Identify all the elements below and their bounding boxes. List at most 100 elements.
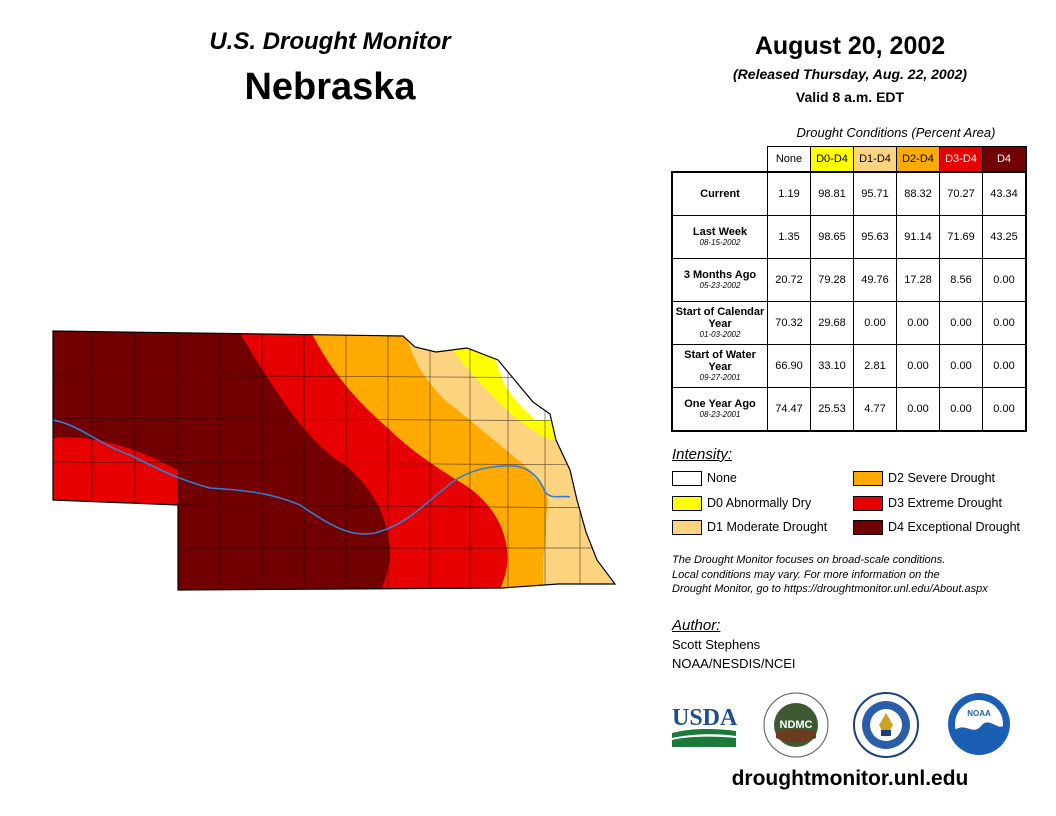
disclaimer-line: Drought Monitor, go to https://droughtmo… (672, 583, 988, 595)
table-cell: 1.35 (767, 215, 811, 259)
legend-item-d1: D1 Moderate Drought (672, 519, 827, 536)
disclaimer-line: The Drought Monitor focuses on broad-sca… (672, 554, 946, 566)
table-cell: 43.25 (982, 215, 1027, 259)
table-cell: 98.65 (810, 215, 854, 259)
table-corner (672, 147, 768, 173)
table-cell: 43.34 (982, 171, 1027, 216)
row-label: Start of Water Year 09-27-2001 (671, 344, 768, 388)
usda-logo: USDA (672, 705, 738, 747)
doc-seal-logo (853, 692, 919, 758)
table-cell: 1.19 (767, 171, 811, 216)
column-header: D3-D4 (939, 146, 983, 173)
table-cell: 0.00 (982, 301, 1027, 345)
table-cell: 74.47 (767, 387, 811, 432)
table-row: Last Week 08-15-2002 1.35 98.65 95.63 91.… (671, 215, 1027, 259)
table-cell: 95.63 (853, 215, 897, 259)
program-title: U.S. Drought Monitor (209, 28, 451, 55)
table-cell: 91.14 (896, 215, 940, 259)
legend-item-d2: D2 Severe Drought (853, 470, 995, 487)
legend-label: D4 Exceptional Drought (888, 520, 1021, 534)
legend-label: D3 Extreme Drought (888, 496, 1002, 510)
legend-label: D1 Moderate Drought (707, 520, 828, 534)
state-outline (52, 330, 617, 591)
legend-item-none: None (672, 470, 737, 487)
row-label: Last Week 08-15-2002 (671, 215, 768, 259)
legend-title: Intensity: (672, 446, 733, 463)
legend-swatch (853, 496, 883, 512)
table-row: 3 Months Ago 05-23-2002 20.72 79.28 49.76… (671, 258, 1027, 302)
table-cell: 0.00 (896, 344, 940, 388)
column-header: D1-D4 (853, 146, 897, 173)
table-cell: 98.81 (810, 171, 854, 216)
table-cell: 29.68 (810, 301, 854, 345)
table-cell: 20.72 (767, 258, 811, 302)
legend-swatch (672, 496, 702, 512)
table-cell: 0.00 (939, 344, 983, 388)
table-cell: 2.81 (853, 344, 897, 388)
table-caption: Drought Conditions (Percent Area) (796, 125, 996, 140)
table-cell: 0.00 (982, 344, 1027, 388)
table-cell: 70.27 (939, 171, 983, 216)
disclaimer-line: Local conditions may vary. For more info… (672, 568, 940, 581)
column-header: D2-D4 (896, 146, 940, 173)
table-cell: 70.32 (767, 301, 811, 345)
row-label: One Year Ago 08-23-2001 (671, 387, 768, 432)
table-row: Current 1.19 98.81 95.71 88.32 70.27 43.… (671, 171, 1027, 216)
table-cell: 71.69 (939, 215, 983, 259)
release-date: (Released Thursday, Aug. 22, 2002) (733, 66, 967, 82)
legend-item-d3: D3 Extreme Drought (853, 495, 1002, 512)
legend-swatch (672, 471, 702, 487)
website-url[interactable]: droughtmonitor.unl.edu (731, 767, 969, 790)
valid-time: Valid 8 a.m. EDT (795, 89, 905, 105)
ndmc-logo: NDMC (763, 692, 829, 758)
author-label: Author: (672, 617, 721, 634)
table-cell: 0.00 (896, 301, 940, 345)
table-cell: 66.90 (767, 344, 811, 388)
table-cell: 25.53 (810, 387, 854, 432)
noaa-logo-text: NOAA (967, 709, 991, 718)
table-cell: 0.00 (853, 301, 897, 345)
table-cell: 33.10 (810, 344, 854, 388)
row-label: Current (671, 171, 768, 216)
drought-conditions-table: None D0-D4 D1-D4 D2-D4 D3-D4 D4 Current … (671, 146, 1027, 432)
column-header: D4 (982, 146, 1027, 173)
table-cell: 49.76 (853, 258, 897, 302)
table-cell: 88.32 (896, 171, 940, 216)
nebraska-drought-map (52, 330, 617, 591)
table-row: One Year Ago 08-23-2001 74.47 25.53 4.77 … (671, 387, 1027, 432)
row-label: Start of Calendar Year 01-03-2002 (671, 301, 768, 345)
legend-item-d0: D0 Abnormally Dry (672, 495, 811, 512)
column-header: D0-D4 (810, 146, 854, 173)
table-cell: 0.00 (982, 387, 1027, 432)
table-cell: 8.56 (939, 258, 983, 302)
author-name: Scott Stephens (672, 637, 761, 652)
table-cell: 0.00 (939, 301, 983, 345)
legend-swatch (853, 520, 883, 536)
row-label: 3 Months Ago 05-23-2002 (671, 258, 768, 302)
table-cell: 0.00 (939, 387, 983, 432)
legend-swatch (853, 471, 883, 487)
legend-label: D0 Abnormally Dry (707, 496, 812, 510)
state-title: Nebraska (244, 66, 416, 108)
table-row: Start of Calendar Year 01-03-2002 70.32 2… (671, 301, 1027, 345)
noaa-logo: NOAA (948, 693, 1010, 755)
legend-label: None (707, 471, 737, 485)
author-org: NOAA/NESDIS/NCEI (672, 656, 796, 671)
table-cell: 0.00 (982, 258, 1027, 302)
d2-region-east (500, 474, 548, 590)
platte-river (53, 419, 571, 535)
legend-swatch (672, 520, 702, 536)
disclaimer: The Drought Monitor focuses on broad-sca… (672, 553, 1052, 597)
usda-logo-text: USDA (672, 705, 738, 731)
table-cell: 79.28 (810, 258, 854, 302)
column-header: None (767, 146, 811, 173)
table-cell: 95.71 (853, 171, 897, 216)
ndmc-logo-text: NDMC (780, 719, 813, 731)
map-date: August 20, 2002 (754, 32, 946, 60)
legend-label: D2 Severe Drought (888, 471, 996, 485)
table-cell: 4.77 (853, 387, 897, 432)
table-cell: 0.00 (896, 387, 940, 432)
table-row: Start of Water Year 09-27-2001 66.90 33.1… (671, 344, 1027, 388)
legend-item-d4: D4 Exceptional Drought (853, 519, 1020, 536)
table-cell: 17.28 (896, 258, 940, 302)
